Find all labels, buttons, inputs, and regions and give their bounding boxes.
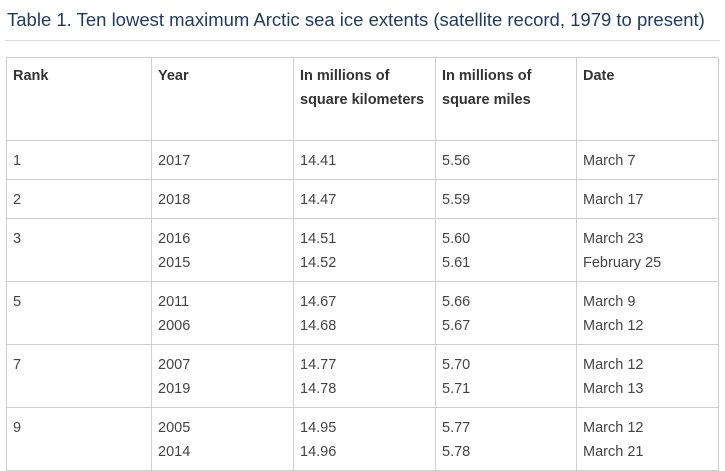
date-value: March 12 [583, 357, 644, 373]
sea-ice-table: Rank Year In millions of square kilomete… [6, 57, 719, 471]
date-value: March 21 [583, 444, 644, 460]
cell-mi: 5.77 5.78 [435, 407, 577, 471]
cell-year: 2017 [151, 140, 294, 180]
km-value: 14.95 [300, 420, 337, 436]
km-value: 14.51 [300, 231, 337, 247]
cell-rank: 1 [6, 140, 152, 180]
header-rank: Rank [6, 57, 152, 141]
cell-year: 2018 [151, 179, 294, 219]
cell-year: 2005 2014 [151, 407, 294, 471]
table-row: 5 2011 2006 14.67 14.68 5.66 5.67 March … [6, 281, 719, 345]
table-caption: Table 1. Ten lowest maximum Arctic sea i… [7, 9, 705, 30]
cell-mi: 5.56 [435, 140, 577, 180]
cell-km: 14.41 [293, 140, 436, 180]
table-header-row: Rank Year In millions of square kilomete… [6, 57, 719, 141]
cell-km: 14.51 14.52 [293, 218, 436, 282]
cell-rank: 5 [6, 281, 152, 345]
header-km: In millions of square kilometers [293, 57, 436, 141]
cell-date: March 17 [576, 179, 719, 219]
cell-mi: 5.60 5.61 [435, 218, 577, 282]
year-value: 2011 [158, 294, 190, 310]
cell-year: 2016 2015 [151, 218, 294, 282]
cell-rank: 3 [6, 218, 152, 282]
km-value: 14.67 [300, 294, 337, 310]
date-value: March 13 [583, 381, 644, 397]
header-year: Year [151, 57, 294, 141]
cell-date: March 9 March 12 [576, 281, 719, 345]
year-value: 2016 [158, 231, 191, 247]
table-row: 2 2018 14.47 5.59 March 17 [6, 179, 719, 219]
cell-km: 14.47 [293, 179, 436, 219]
year-value: 2018 [158, 192, 191, 208]
cell-km: 14.67 14.68 [293, 281, 436, 345]
date-value: February 25 [583, 255, 662, 271]
mi-value: 5.77 [442, 420, 471, 436]
mi-value: 5.59 [442, 192, 471, 208]
mi-value: 5.61 [442, 255, 471, 271]
mi-value: 5.67 [442, 318, 471, 334]
cell-date: March 12 March 13 [576, 344, 719, 408]
header-mi: In millions of square miles [435, 57, 577, 141]
caption-divider [5, 40, 720, 41]
cell-year: 2011 2006 [151, 281, 294, 345]
cell-date: March 12 March 21 [576, 407, 719, 471]
year-value: 2014 [158, 444, 191, 460]
mi-value: 5.71 [442, 381, 471, 397]
date-value: March 12 [583, 318, 644, 334]
date-value: March 9 [583, 294, 636, 310]
year-value: 2015 [158, 255, 191, 271]
date-value: March 17 [583, 192, 644, 208]
cell-mi: 5.59 [435, 179, 577, 219]
km-value: 14.78 [300, 381, 337, 397]
cell-mi: 5.70 5.71 [435, 344, 577, 408]
km-value: 14.96 [300, 444, 337, 460]
km-value: 14.52 [300, 255, 337, 271]
cell-rank: 2 [6, 179, 152, 219]
km-value: 14.47 [300, 192, 337, 208]
date-value: March 23 [583, 231, 644, 247]
year-value: 2007 [158, 357, 191, 373]
year-value: 2005 [158, 420, 191, 436]
date-value: March 12 [583, 420, 644, 436]
km-value: 14.77 [300, 357, 337, 373]
table-row: 9 2005 2014 14.95 14.96 5.77 5.78 March … [6, 407, 719, 471]
table-row: 1 2017 14.41 5.56 March 7 [6, 140, 719, 180]
year-value: 2006 [158, 318, 191, 334]
mi-value: 5.66 [442, 294, 471, 310]
cell-year: 2007 2019 [151, 344, 294, 408]
header-date: Date [576, 57, 719, 141]
cell-date: March 7 [576, 140, 719, 180]
year-value: 2017 [158, 153, 191, 169]
table-row: 3 2016 2015 14.51 14.52 5.60 5.61 March … [6, 218, 719, 282]
cell-mi: 5.66 5.67 [435, 281, 577, 345]
cell-rank: 7 [6, 344, 152, 408]
cell-km: 14.95 14.96 [293, 407, 436, 471]
mi-value: 5.56 [442, 153, 471, 169]
table-row: 7 2007 2019 14.77 14.78 5.70 5.71 March … [6, 344, 719, 408]
mi-value: 5.60 [442, 231, 471, 247]
km-value: 14.41 [300, 153, 337, 169]
mi-value: 5.70 [442, 357, 471, 373]
km-value: 14.68 [300, 318, 337, 334]
cell-km: 14.77 14.78 [293, 344, 436, 408]
year-value: 2019 [158, 381, 191, 397]
cell-rank: 9 [6, 407, 152, 471]
date-value: March 7 [583, 153, 636, 169]
cell-date: March 23 February 25 [576, 218, 719, 282]
mi-value: 5.78 [442, 444, 471, 460]
